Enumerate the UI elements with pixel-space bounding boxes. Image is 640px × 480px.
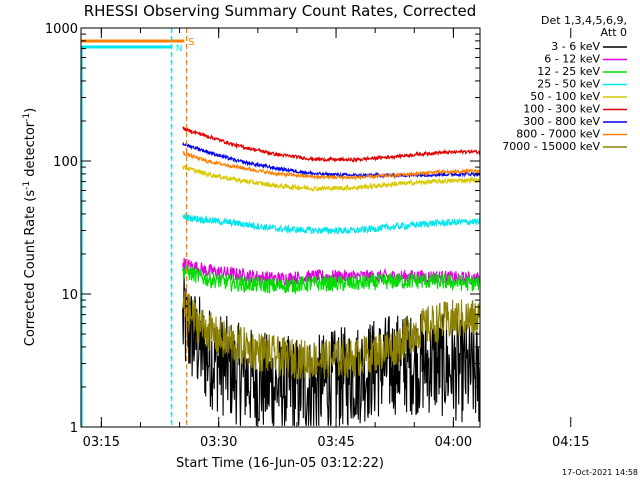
x-tick-label: 03:15 [83, 435, 120, 450]
plot-area: SN110100100003:1503:3003:4504:0004:1504:… [45, 22, 590, 450]
series-line-7 [182, 150, 480, 182]
series-line-0 [182, 273, 480, 427]
chart-title: RHESSI Observing Summary Count Rates, Co… [84, 2, 477, 20]
series-line-4 [182, 164, 480, 192]
x-tick-label: 04:15 [552, 435, 589, 450]
y-tick-label: 10 [61, 288, 78, 303]
legend-header: Att 0 [601, 26, 627, 39]
legend-label: 3 - 6 keV [551, 40, 600, 53]
axes-frame [80, 27, 481, 428]
y-axis-label: Corrected Count Rate (s-1 detector-1) [22, 108, 38, 346]
x-tick-label: 03:30 [200, 435, 237, 450]
timestamp: 17-Oct-2021 14:58 [562, 468, 638, 477]
legend-label: 12 - 25 keV [537, 65, 600, 78]
y-tick-label: 1 [70, 421, 78, 436]
series-line-2 [182, 264, 480, 295]
legend-label: 50 - 100 keV [530, 90, 600, 103]
night-flag-label: N [176, 44, 183, 54]
y-tick-label: 100 [53, 155, 78, 170]
series-line-1 [182, 257, 480, 286]
legend-label: 25 - 50 keV [537, 78, 600, 91]
saa-flag-label: S [188, 37, 194, 48]
legend-header: Det 1,3,4,5,6,9, [541, 14, 627, 27]
legend-label: 300 - 800 keV [523, 115, 600, 128]
series-line-8 [182, 291, 480, 380]
x-tick-label: 03:45 [317, 435, 354, 450]
y-tick-label: 1000 [45, 22, 78, 37]
legend-label: 800 - 7000 keV [516, 128, 600, 141]
legend-label: 6 - 12 keV [544, 53, 600, 66]
legend-label: 100 - 300 keV [523, 103, 600, 116]
x-axis-label: Start Time (16-Jun-05 03:12:22) [176, 456, 384, 471]
series-line-3 [182, 212, 480, 235]
x-tick-label: 04:00 [435, 435, 472, 450]
legend-label: 7000 - 15000 keV [502, 140, 600, 153]
series-line-5 [182, 126, 480, 163]
